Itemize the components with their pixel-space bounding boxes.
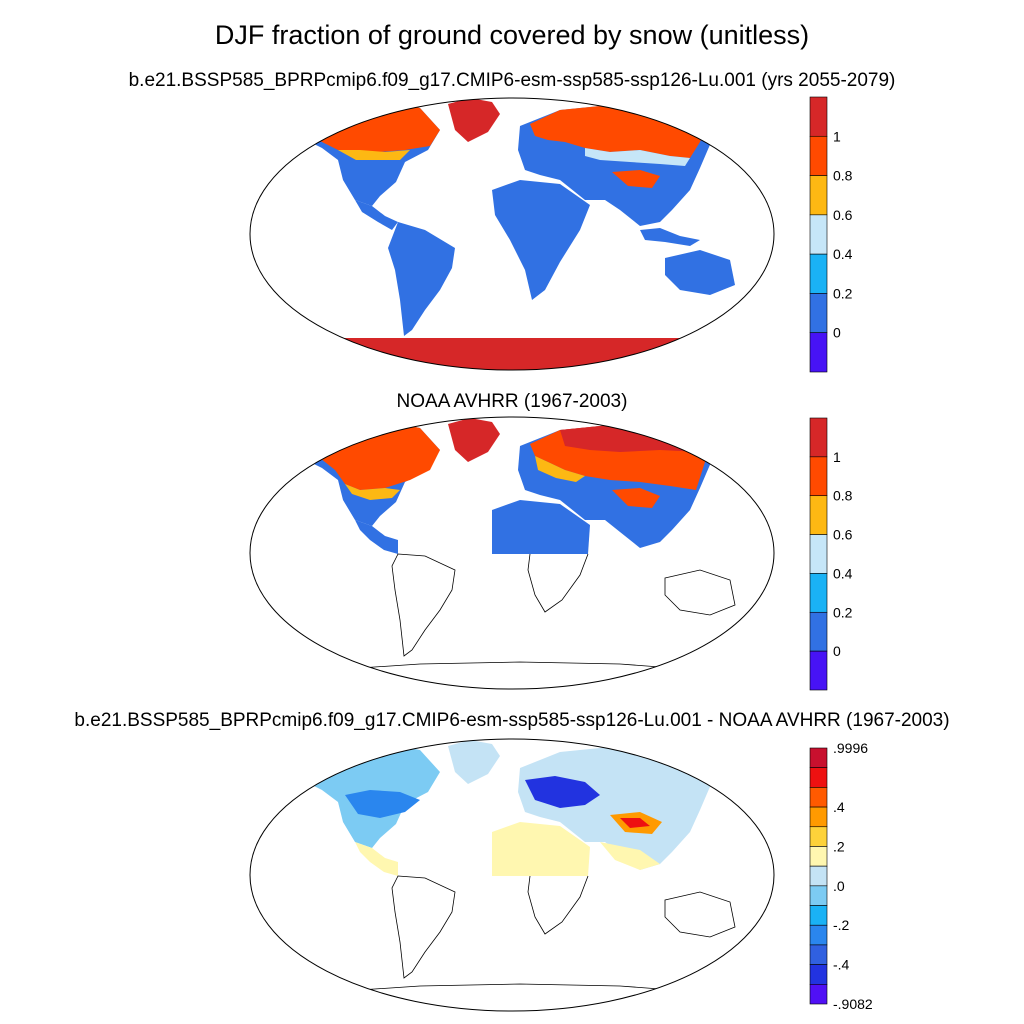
- colorbar-segment: [809, 534, 828, 574]
- africa-land: [492, 180, 590, 300]
- central-america-land-2: [355, 520, 398, 554]
- colorbar-segment: [809, 806, 828, 828]
- colorbar-3: .9996 .4 .2 .0 -.2 -.4 -.9082: [809, 740, 873, 1012]
- colorbar-segment: [809, 905, 828, 926]
- colorbar-segment: [809, 495, 828, 535]
- antarctica-outline-3: [329, 983, 701, 993]
- asia-diff-positive-core: [620, 818, 650, 828]
- colorbar-tick-label: 1: [833, 449, 841, 465]
- colorbar-segment: [809, 964, 828, 985]
- antarctica: [250, 338, 774, 370]
- australia-outline-3: [664, 891, 736, 938]
- map-2-outline: [249, 416, 775, 690]
- north-america-snow-2: [300, 420, 440, 490]
- panel-1-title: b.e21.BSSP585_BPRPcmip6.f09_g17.CMIP6-es…: [128, 70, 896, 91]
- colorbar-segment: [809, 747, 828, 768]
- colorbar-segment: [809, 787, 828, 808]
- colorbar-tick-label: 0.2: [833, 604, 853, 620]
- north-america-diff-strong: [345, 790, 420, 818]
- colorbar-segment: [809, 456, 828, 497]
- colorbar-segment: [809, 417, 828, 458]
- colorbar-segment: [809, 865, 828, 887]
- panel-2-title: NOAA AVHRR (1967-2003): [396, 391, 628, 412]
- map-panel-2: [249, 416, 775, 690]
- colorbar-tick-label: 0: [833, 643, 841, 659]
- eurasia-snow-edge: [585, 148, 690, 166]
- colorbar-segment: [809, 984, 828, 1005]
- colorbar-segment: [809, 332, 828, 373]
- africa-south-outline-2: [527, 553, 589, 613]
- colorbar-tick-label: 0.2: [833, 285, 853, 301]
- colorbar-segment: [809, 611, 828, 652]
- figure-title: DJF fraction of ground covered by snow (…: [214, 20, 810, 50]
- colorbar-segment: [809, 293, 828, 334]
- colorbar-segment: [809, 846, 828, 867]
- map-panel-3: [249, 738, 775, 1012]
- colorbar-segment: [809, 253, 828, 294]
- colorbar-tick-label: .4: [833, 799, 845, 815]
- colorbar-segment: [809, 175, 828, 216]
- south-america-outline-3: [391, 875, 456, 979]
- south-america-land: [388, 222, 455, 336]
- colorbar-tick-label: 0.6: [833, 527, 853, 543]
- panel-3-title: b.e21.BSSP585_BPRPcmip6.f09_g17.CMIP6-es…: [74, 710, 950, 731]
- colorbar-segment: [809, 924, 828, 946]
- colorbar-segment: [809, 826, 828, 847]
- colorbar-segment: [809, 96, 828, 137]
- north-america-diff-south: [355, 842, 398, 876]
- australia: [665, 250, 735, 295]
- colorbar-tick-label: -.9082: [833, 996, 873, 1012]
- colorbar-segment: [809, 944, 828, 965]
- eurasia-snow-2-edge: [535, 456, 585, 482]
- map-3-outline: [249, 738, 775, 1012]
- colorbar-tick-label: .0: [833, 878, 845, 894]
- colorbar-segment: [809, 573, 828, 613]
- colorbar-tick-label: -.2: [833, 917, 850, 933]
- colorbar-tick-label: 0: [833, 325, 841, 341]
- tibet-snow: [612, 170, 660, 188]
- colorbar-segment: [809, 214, 828, 255]
- colorbar-tick-label: 1: [833, 128, 841, 144]
- antarctica-outline-2: [329, 661, 701, 671]
- australia-outline-2: [664, 569, 736, 616]
- colorbar-tick-label: 0.8: [833, 488, 853, 504]
- africa-north-diff: [492, 822, 590, 876]
- maritime-islands: [640, 228, 700, 246]
- map-panel-1: [249, 97, 775, 371]
- colorbar-segment: [809, 650, 828, 691]
- colorbar-tick-label: 0.4: [833, 565, 853, 581]
- greenland: [448, 98, 500, 142]
- africa-north-2: [492, 500, 590, 554]
- greenland-diff: [448, 740, 500, 784]
- south-america-outline-2: [391, 553, 456, 657]
- europe-diff-strong: [525, 776, 600, 808]
- colorbar-segment: [809, 135, 828, 176]
- colorbar-1: 1 0.8 0.6 0.4 0.2 0: [809, 96, 853, 373]
- north-america-snow-2-edge: [345, 484, 400, 500]
- colorbar-tick-label: .9996: [833, 740, 868, 756]
- colorbar-2: 1 0.8 0.6 0.4 0.2 0: [809, 417, 853, 691]
- map-1-outline: [249, 97, 775, 371]
- tibet-snow-2: [612, 488, 660, 508]
- colorbar-tick-label: 0.6: [833, 207, 853, 223]
- colorbar-segment: [809, 885, 828, 906]
- colorbar-tick-label: 0.4: [833, 246, 853, 262]
- eurasia-snow-2-top: [560, 424, 710, 452]
- south-asia-diff: [600, 842, 660, 870]
- greenland-2: [448, 418, 500, 462]
- colorbar-tick-label: .2: [833, 838, 845, 854]
- north-america-snow-edge: [338, 150, 410, 160]
- colorbar-tick-label: 0.8: [833, 168, 853, 184]
- colorbar-segment: [809, 767, 828, 788]
- eurasia-diff: [518, 746, 712, 870]
- africa-south-outline-3: [527, 875, 589, 935]
- central-america-land: [355, 200, 398, 230]
- colorbar-tick-label: -.4: [833, 957, 850, 973]
